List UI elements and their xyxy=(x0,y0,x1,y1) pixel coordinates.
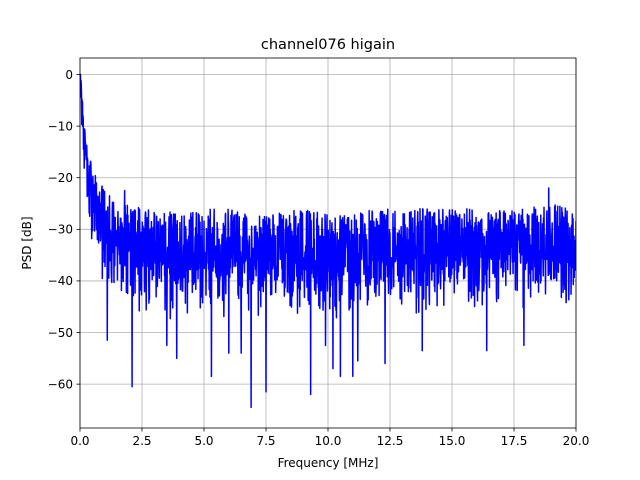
x-tick-label: 0.0 xyxy=(70,434,89,448)
y-tick-label: −60 xyxy=(48,377,73,391)
y-tick-label: 0 xyxy=(65,68,73,82)
y-tick-label: −50 xyxy=(48,326,73,340)
x-tick-label: 17.5 xyxy=(501,434,528,448)
x-tick-label: 7.5 xyxy=(256,434,275,448)
x-tick-label: 5.0 xyxy=(194,434,213,448)
chart-title: channel076 higain xyxy=(261,37,395,53)
ticks-layer: 0.0 2.5 5.0 7.5 10.0 12.5 15.0 17.5 20.0 0 −10 −20 −… xyxy=(48,68,590,448)
x-tick-label: 12.5 xyxy=(377,434,404,448)
y-tick-label: −20 xyxy=(48,171,73,185)
x-tick-label: 20.0 xyxy=(563,434,590,448)
series-layer xyxy=(80,73,576,409)
x-axis-label: Frequency [MHz] xyxy=(278,456,379,470)
x-tick-label: 2.5 xyxy=(132,434,151,448)
x-tick-label: 15.0 xyxy=(439,434,466,448)
y-tick-label: −30 xyxy=(48,223,73,237)
x-tick-label: 10.0 xyxy=(315,434,342,448)
y-axis-label: PSD [dB] xyxy=(20,216,34,269)
y-tick-label: −40 xyxy=(48,274,73,288)
y-tick-label: −10 xyxy=(48,119,73,133)
psd-series-line xyxy=(80,73,576,409)
